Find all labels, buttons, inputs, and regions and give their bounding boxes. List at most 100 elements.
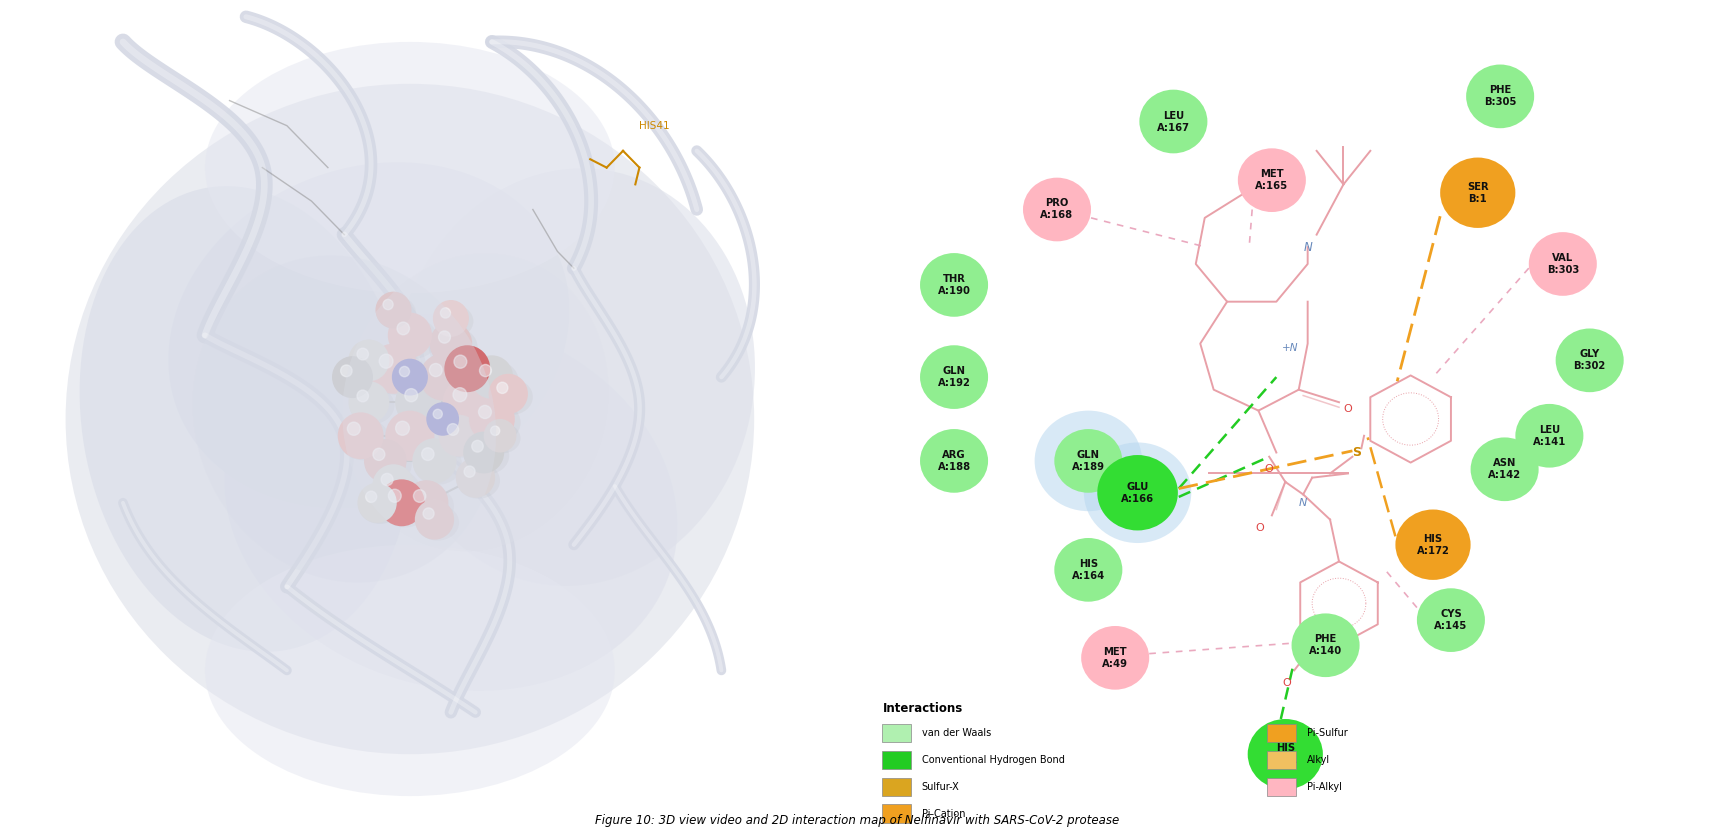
Ellipse shape bbox=[381, 485, 430, 527]
Circle shape bbox=[381, 473, 393, 485]
Circle shape bbox=[1440, 158, 1515, 228]
Text: N: N bbox=[1297, 498, 1306, 508]
Ellipse shape bbox=[350, 344, 394, 382]
Text: HIS
A:172: HIS A:172 bbox=[1416, 534, 1448, 556]
Circle shape bbox=[439, 415, 480, 457]
Circle shape bbox=[919, 429, 987, 493]
Ellipse shape bbox=[483, 423, 521, 453]
Ellipse shape bbox=[405, 486, 454, 526]
Circle shape bbox=[439, 331, 451, 343]
Circle shape bbox=[1555, 328, 1623, 392]
Ellipse shape bbox=[370, 350, 423, 396]
Circle shape bbox=[490, 426, 499, 436]
Circle shape bbox=[471, 441, 483, 453]
Ellipse shape bbox=[393, 168, 754, 586]
Ellipse shape bbox=[470, 401, 521, 443]
Text: ASN
A:142: ASN A:142 bbox=[1488, 458, 1520, 480]
Circle shape bbox=[1083, 442, 1191, 543]
Circle shape bbox=[1034, 411, 1142, 511]
Text: GLN
A:192: GLN A:192 bbox=[938, 366, 970, 388]
Circle shape bbox=[1291, 613, 1359, 677]
Text: LEU
A:167: LEU A:167 bbox=[1157, 111, 1190, 132]
Circle shape bbox=[1138, 90, 1207, 153]
Ellipse shape bbox=[192, 256, 495, 582]
Circle shape bbox=[341, 365, 351, 377]
Text: GLN
A:189: GLN A:189 bbox=[1071, 450, 1104, 472]
Circle shape bbox=[420, 354, 466, 401]
Ellipse shape bbox=[374, 469, 420, 509]
Circle shape bbox=[480, 365, 492, 376]
Circle shape bbox=[1097, 455, 1178, 530]
FancyBboxPatch shape bbox=[883, 804, 910, 823]
Circle shape bbox=[423, 508, 434, 520]
Circle shape bbox=[379, 354, 393, 368]
FancyBboxPatch shape bbox=[1267, 778, 1296, 796]
Circle shape bbox=[405, 389, 418, 401]
Circle shape bbox=[447, 424, 458, 436]
Circle shape bbox=[1527, 232, 1596, 296]
Ellipse shape bbox=[456, 463, 500, 499]
Circle shape bbox=[387, 313, 432, 358]
Circle shape bbox=[454, 355, 466, 368]
Circle shape bbox=[391, 359, 428, 396]
Ellipse shape bbox=[375, 297, 417, 329]
FancyBboxPatch shape bbox=[883, 751, 910, 769]
Text: van der Waals: van der Waals bbox=[922, 728, 991, 738]
Circle shape bbox=[415, 499, 454, 540]
Ellipse shape bbox=[206, 42, 614, 293]
Circle shape bbox=[338, 412, 384, 459]
Circle shape bbox=[442, 377, 492, 427]
Circle shape bbox=[1465, 65, 1534, 128]
Text: HIS
A:41: HIS A:41 bbox=[1272, 743, 1297, 765]
Circle shape bbox=[372, 448, 384, 460]
Circle shape bbox=[488, 374, 528, 414]
Circle shape bbox=[1238, 148, 1304, 212]
FancyBboxPatch shape bbox=[1267, 751, 1296, 769]
Circle shape bbox=[463, 432, 504, 473]
Ellipse shape bbox=[415, 504, 459, 541]
Ellipse shape bbox=[206, 545, 614, 796]
Ellipse shape bbox=[365, 444, 411, 484]
Ellipse shape bbox=[389, 318, 437, 359]
Ellipse shape bbox=[396, 385, 447, 427]
Text: SER
B:1: SER B:1 bbox=[1465, 182, 1488, 204]
Circle shape bbox=[483, 419, 516, 453]
Text: Sulfur-X: Sulfur-X bbox=[922, 782, 960, 792]
Ellipse shape bbox=[413, 444, 461, 484]
Text: O: O bbox=[1282, 678, 1291, 688]
Ellipse shape bbox=[79, 186, 411, 652]
Circle shape bbox=[386, 411, 434, 461]
Circle shape bbox=[394, 379, 440, 426]
Circle shape bbox=[1080, 626, 1148, 690]
Text: ARG
A:188: ARG A:188 bbox=[938, 450, 970, 472]
Text: O: O bbox=[1255, 523, 1263, 533]
Circle shape bbox=[919, 345, 987, 409]
Text: MET
A:49: MET A:49 bbox=[1102, 647, 1128, 669]
Ellipse shape bbox=[439, 420, 485, 458]
Circle shape bbox=[369, 344, 418, 394]
Circle shape bbox=[464, 466, 475, 478]
Text: N: N bbox=[1303, 241, 1311, 254]
Text: +N: +N bbox=[1280, 343, 1297, 353]
Ellipse shape bbox=[393, 364, 432, 396]
Text: Conventional Hydrogen Bond: Conventional Hydrogen Bond bbox=[922, 755, 1064, 765]
Circle shape bbox=[1022, 178, 1090, 241]
Circle shape bbox=[1054, 429, 1121, 493]
Circle shape bbox=[375, 292, 411, 328]
Circle shape bbox=[440, 308, 451, 318]
Circle shape bbox=[382, 299, 393, 310]
Ellipse shape bbox=[444, 383, 497, 429]
Ellipse shape bbox=[358, 488, 401, 524]
FancyBboxPatch shape bbox=[883, 778, 910, 796]
Circle shape bbox=[456, 458, 495, 498]
Ellipse shape bbox=[225, 314, 677, 691]
Circle shape bbox=[348, 339, 389, 381]
FancyBboxPatch shape bbox=[883, 724, 910, 742]
Circle shape bbox=[333, 356, 372, 398]
Ellipse shape bbox=[350, 386, 394, 424]
Circle shape bbox=[379, 479, 425, 526]
Ellipse shape bbox=[434, 305, 473, 338]
Circle shape bbox=[399, 366, 410, 377]
Circle shape bbox=[432, 300, 468, 337]
Ellipse shape bbox=[65, 84, 754, 754]
